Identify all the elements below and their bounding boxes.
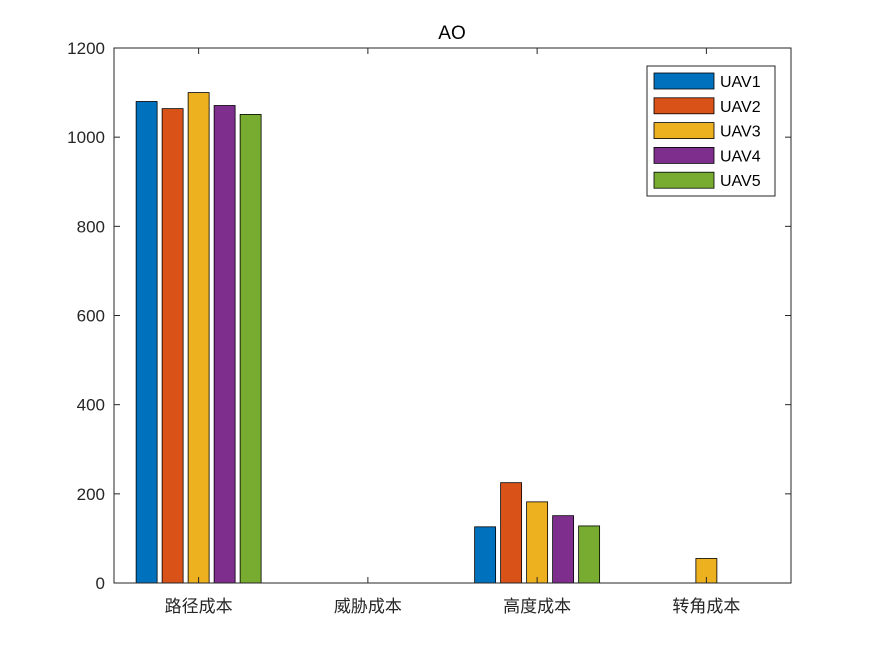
bar-uav5-3 bbox=[578, 525, 601, 584]
bar-uav3-1 bbox=[187, 92, 210, 584]
y-tick-label: 600 bbox=[77, 307, 105, 326]
bar-uav4-3 bbox=[552, 515, 575, 584]
legend-label-uav3: UAV3 bbox=[720, 124, 761, 141]
legend-swatch-uav5 bbox=[653, 171, 715, 189]
y-tick-label: 800 bbox=[77, 217, 105, 236]
bars-group bbox=[135, 92, 718, 584]
legend-swatch-uav2 bbox=[653, 97, 715, 115]
y-tick-label: 1200 bbox=[67, 39, 105, 58]
bar-uav1-3 bbox=[474, 526, 497, 584]
x-tick-label: 高度成本 bbox=[503, 597, 571, 616]
x-tick-label: 威胁成本 bbox=[334, 597, 402, 616]
y-tick-label: 1000 bbox=[67, 128, 105, 147]
legend-swatch-uav4 bbox=[653, 146, 715, 164]
bar-uav4-1 bbox=[213, 105, 236, 584]
legend-swatch-uav3 bbox=[653, 122, 715, 139]
bar-uav2-1 bbox=[161, 108, 184, 584]
bar-uav3-3 bbox=[526, 501, 549, 584]
legend-swatch-uav1 bbox=[653, 72, 715, 90]
bar-uav1-1 bbox=[135, 101, 158, 584]
legend-label-uav2: UAV2 bbox=[720, 99, 761, 116]
legend-label-uav4: UAV4 bbox=[720, 148, 761, 165]
y-tick-label: 0 bbox=[96, 574, 105, 593]
y-tick-label: 200 bbox=[77, 485, 105, 504]
bar-uav5-1 bbox=[239, 114, 262, 584]
axes-group: 0 200 400 600 800 1000 1200 路径成本 威胁成本 高度成本 转角成本 bbox=[67, 39, 792, 616]
bar-uav2-3 bbox=[500, 482, 523, 584]
chart-title: AO bbox=[438, 23, 465, 44]
legend: UAV1 UAV2 UAV3 UAV4 UAV5 bbox=[646, 65, 776, 197]
y-tick-label: 400 bbox=[77, 396, 105, 415]
legend-label-uav5: UAV5 bbox=[720, 173, 761, 190]
legend-label-uav1: UAV1 bbox=[720, 74, 761, 91]
x-tick-label: 路径成本 bbox=[165, 597, 233, 616]
x-tick-label: 转角成本 bbox=[672, 597, 740, 616]
